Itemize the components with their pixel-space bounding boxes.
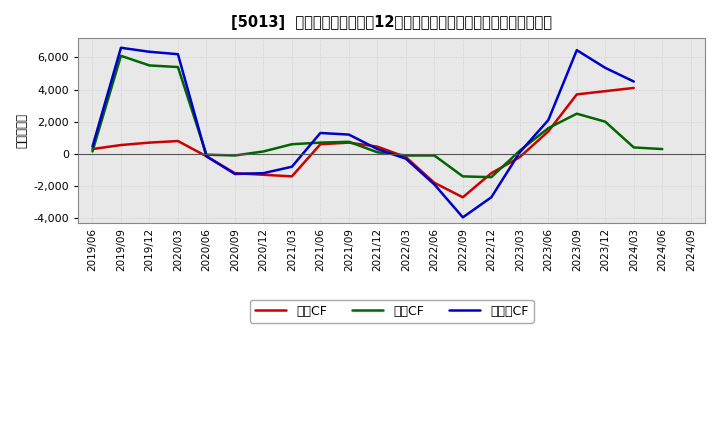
Y-axis label: （百万円）: （百万円） [15, 113, 28, 148]
Legend: 営業CF, 投資CF, フリーCF: 営業CF, 投資CF, フリーCF [250, 300, 534, 323]
Title: [5013]  キャッシュフローの12か月移動合計の対前年同期増減額の推移: [5013] キャッシュフローの12か月移動合計の対前年同期増減額の推移 [231, 15, 552, 30]
